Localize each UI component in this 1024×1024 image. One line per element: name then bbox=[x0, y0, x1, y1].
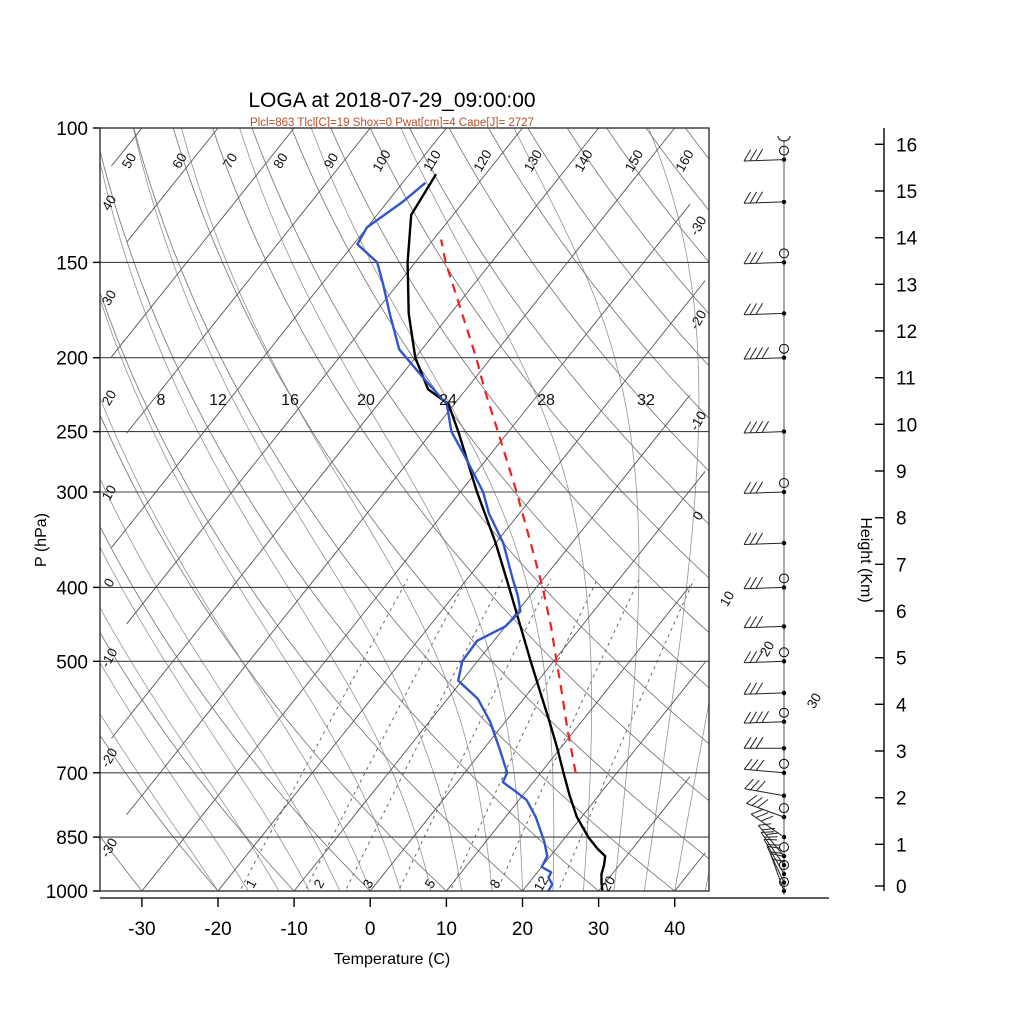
svg-text:500: 500 bbox=[56, 652, 88, 673]
indices-subtitle: Plcl=863 Tlcl[C]=19 Shox=0 Pwat[cm]=4 Ca… bbox=[250, 117, 534, 129]
svg-text:250: 250 bbox=[56, 423, 88, 444]
page-title: LOGA at 2018-07-29_09:00:00 bbox=[248, 89, 535, 112]
svg-text:40: 40 bbox=[664, 919, 685, 940]
temperature-axis: -30 -20 -10 0 10 20 30 40 Temperature (C) bbox=[100, 897, 829, 968]
svg-text:300: 300 bbox=[56, 483, 88, 504]
svg-text:Temperature (C): Temperature (C) bbox=[334, 951, 450, 968]
mixing-ratio-label: 2 bbox=[311, 877, 328, 891]
moist-adiabat-label: 16 bbox=[281, 392, 299, 409]
wind-barb-column bbox=[743, 135, 791, 895]
dry-adiabat-label: 70 bbox=[220, 150, 241, 171]
moist-adiabat-label: 20 bbox=[357, 392, 375, 409]
svg-text:20: 20 bbox=[512, 919, 533, 940]
svg-text:P (hPa): P (hPa) bbox=[33, 513, 50, 567]
svg-text:30: 30 bbox=[588, 919, 609, 940]
svg-text:Height (Km): Height (Km) bbox=[857, 517, 874, 602]
mixing-ratio-label: 1 bbox=[243, 877, 260, 891]
svg-text:12: 12 bbox=[896, 322, 917, 343]
svg-text:400: 400 bbox=[56, 578, 88, 599]
mixing-ratio-label: 5 bbox=[422, 877, 439, 891]
isotherm-label-right: -10 bbox=[687, 409, 710, 433]
svg-text:150: 150 bbox=[56, 253, 88, 274]
svg-text:9: 9 bbox=[896, 462, 907, 483]
svg-text:700: 700 bbox=[56, 764, 88, 785]
sounding-profiles bbox=[356, 173, 607, 891]
moist-adiabat-label: 28 bbox=[537, 392, 555, 409]
dry-adiabat-lines bbox=[100, 128, 709, 891]
isobar-lines bbox=[100, 127, 709, 892]
dry-adiabat-label: 100 bbox=[369, 147, 393, 174]
dry-adiabat-label: 150 bbox=[622, 147, 646, 174]
moist-adiabat-label: 24 bbox=[439, 392, 457, 409]
svg-text:200: 200 bbox=[56, 349, 88, 370]
isotherm-label-right: 30 bbox=[804, 690, 825, 711]
isotherm-label-left: -30 bbox=[98, 836, 121, 860]
dry-adiabat-label: 120 bbox=[470, 147, 494, 174]
dry-adiabat-label: 140 bbox=[571, 147, 595, 174]
isotherm-label-left: -10 bbox=[98, 646, 121, 670]
pressure-axis: 1000 850 700 500 400 300 250 200 150 100 P (hPa) bbox=[33, 119, 100, 903]
moist-adiabat-label: 12 bbox=[209, 392, 227, 409]
dry-adiabat-label: 130 bbox=[521, 147, 545, 174]
dry-adiabat-label: 50 bbox=[119, 150, 140, 171]
svg-text:0: 0 bbox=[896, 877, 907, 898]
svg-text:850: 850 bbox=[56, 828, 88, 849]
svg-text:6: 6 bbox=[896, 602, 907, 623]
moist-adiabat-label: 32 bbox=[637, 392, 655, 409]
mixing-ratio-label: 3 bbox=[360, 877, 377, 891]
isotherm-label-right: 0 bbox=[690, 509, 707, 523]
dry-adiabat-label: 110 bbox=[420, 148, 444, 174]
svg-text:1000: 1000 bbox=[46, 882, 88, 903]
dry-adiabat-label: 90 bbox=[321, 150, 342, 171]
svg-text:-20: -20 bbox=[204, 919, 231, 940]
isotherm-lines bbox=[111, 127, 706, 892]
svg-text:10: 10 bbox=[436, 919, 457, 940]
svg-text:-30: -30 bbox=[128, 919, 155, 940]
mixing-ratio-label: 20 bbox=[598, 873, 619, 894]
svg-text:10: 10 bbox=[896, 415, 917, 436]
dry-adiabat-label: 160 bbox=[672, 147, 696, 174]
isotherm-label-left: 30 bbox=[99, 287, 120, 308]
svg-text:-10: -10 bbox=[280, 919, 307, 940]
svg-text:15: 15 bbox=[896, 182, 917, 203]
svg-text:14: 14 bbox=[896, 229, 918, 250]
plot-frame bbox=[99, 127, 710, 892]
svg-text:7: 7 bbox=[896, 555, 907, 576]
isotherm-label-right: 10 bbox=[717, 588, 738, 609]
svg-text:0: 0 bbox=[365, 919, 376, 940]
svg-text:1: 1 bbox=[896, 835, 907, 856]
svg-text:8: 8 bbox=[896, 509, 907, 530]
grid-labels: 50 60 70 80 90 100 110 120 130 140 150 160403020100… bbox=[98, 147, 825, 894]
svg-text:5: 5 bbox=[896, 649, 907, 670]
svg-text:3: 3 bbox=[896, 742, 907, 763]
mixing-ratio-label: 8 bbox=[487, 877, 504, 891]
isotherm-label-right: -20 bbox=[687, 308, 710, 332]
svg-text:11: 11 bbox=[896, 369, 916, 390]
isotherm-label-left: -20 bbox=[98, 746, 121, 770]
svg-text:16: 16 bbox=[896, 135, 917, 156]
dry-adiabat-label: 60 bbox=[169, 150, 190, 171]
svg-text:4: 4 bbox=[896, 695, 907, 716]
isotherm-label-left: 20 bbox=[99, 387, 120, 408]
isotherm-label-right: 20 bbox=[757, 638, 778, 659]
isotherm-label-left: 40 bbox=[99, 192, 120, 213]
mixing-ratio-label: 12 bbox=[531, 873, 552, 894]
svg-text:2: 2 bbox=[896, 789, 907, 810]
isotherm-label-right: -30 bbox=[687, 214, 710, 238]
svg-text:100: 100 bbox=[56, 119, 88, 140]
isotherm-label-left: 10 bbox=[99, 482, 120, 503]
moist-adiabat-label: 8 bbox=[157, 392, 166, 409]
dry-adiabat-label: 80 bbox=[270, 150, 291, 171]
svg-text:13: 13 bbox=[896, 275, 917, 296]
